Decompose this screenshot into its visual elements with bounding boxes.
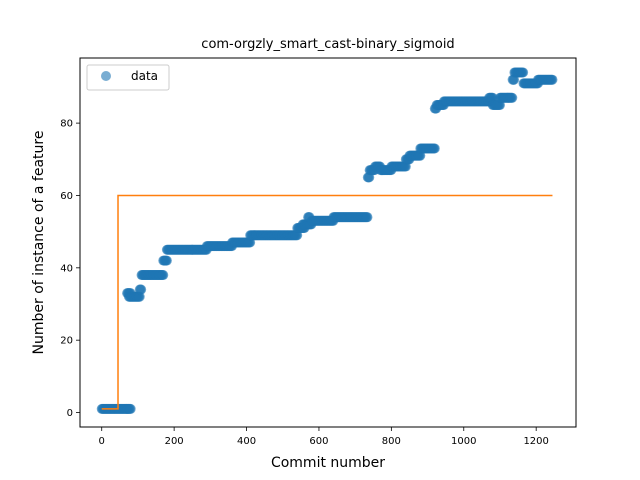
x-axis-label: Commit number (271, 455, 385, 471)
data-point (158, 270, 169, 281)
y-axis-ticks: 0 20 40 60 80 (60, 119, 80, 419)
y-axis-label: Number of instance of a feature (31, 131, 47, 355)
x-tick-label: 1200 (523, 436, 548, 447)
data-point (507, 92, 518, 103)
chart-title: com-orgzly_smart_cast-binary_sigmoid (201, 37, 454, 52)
step-fit-line (101, 194, 553, 410)
data-point (429, 143, 440, 154)
legend-entry-data: data (131, 69, 158, 83)
data-point (547, 74, 558, 85)
x-axis-ticks: 0 200 400 600 800 1000 1200 (99, 427, 549, 447)
x-tick-label: 1000 (451, 436, 476, 447)
x-tick-label: 800 (382, 436, 401, 447)
y-tick-label: 60 (60, 191, 73, 202)
y-tick-label: 20 (60, 336, 73, 347)
plot-area (80, 58, 576, 427)
data-point (136, 284, 147, 295)
x-tick-label: 0 (99, 436, 105, 447)
data-point (161, 255, 172, 266)
y-tick-label: 0 (67, 408, 73, 419)
x-tick-label: 200 (165, 436, 184, 447)
line-layer (101, 194, 553, 410)
data-point (362, 212, 373, 223)
y-tick-label: 40 (60, 263, 73, 274)
data-point (125, 403, 136, 414)
legend-marker-data (101, 71, 111, 81)
axes-frame (79, 57, 577, 428)
y-tick-label: 80 (60, 119, 73, 130)
data-point (518, 67, 529, 78)
x-tick-label: 400 (237, 436, 256, 447)
legend: data (86, 64, 170, 91)
x-tick-label: 600 (309, 436, 328, 447)
data-layer (96, 67, 558, 414)
